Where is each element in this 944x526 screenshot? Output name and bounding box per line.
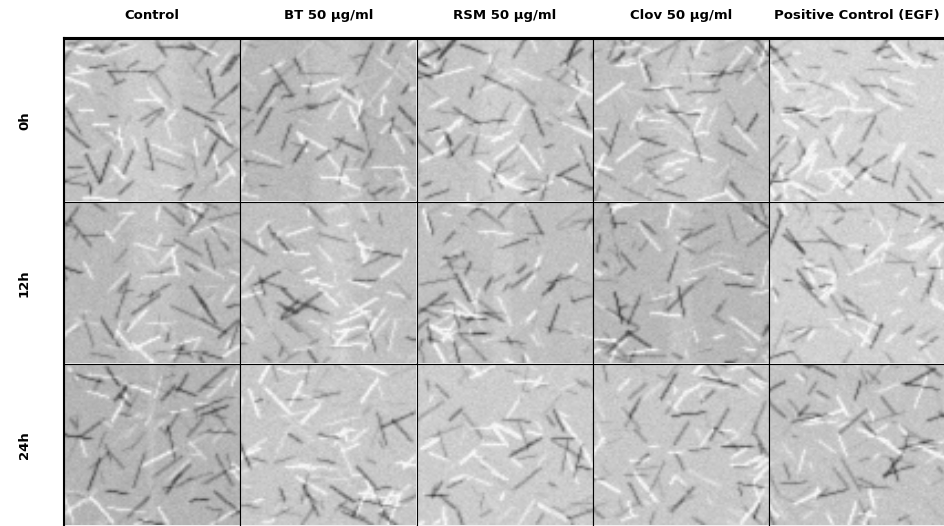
Text: 592 μm: 592 μm bbox=[480, 115, 520, 125]
Text: o: o bbox=[774, 368, 783, 381]
Text: 730 μm: 730 μm bbox=[106, 98, 145, 108]
Text: h: h bbox=[422, 206, 430, 219]
Text: k: k bbox=[70, 368, 78, 381]
Text: 335 μm: 335 μm bbox=[655, 274, 695, 284]
Text: 409 μm: 409 μm bbox=[863, 256, 902, 266]
Text: a: a bbox=[70, 44, 78, 57]
Text: 421 μm: 421 μm bbox=[305, 309, 345, 319]
Text: 0h: 0h bbox=[18, 111, 31, 130]
Text: e: e bbox=[774, 44, 783, 57]
Text: j: j bbox=[774, 206, 778, 219]
Text: m: m bbox=[422, 368, 435, 381]
Text: RSM 50 μg/ml: RSM 50 μg/ml bbox=[452, 9, 556, 22]
Text: 615 μm: 615 μm bbox=[312, 147, 351, 157]
Text: 128 μm: 128 μm bbox=[111, 410, 151, 420]
Text: 620 μm: 620 μm bbox=[853, 115, 893, 125]
Text: Control: Control bbox=[125, 9, 179, 22]
Text: b: b bbox=[245, 44, 255, 57]
Text: 47 μm: 47 μm bbox=[839, 426, 872, 436]
Text: BT 50 μg/ml: BT 50 μg/ml bbox=[283, 9, 373, 22]
Text: 284 μm: 284 μm bbox=[474, 274, 514, 284]
Text: i: i bbox=[598, 206, 602, 219]
Text: c: c bbox=[422, 44, 430, 57]
Text: g: g bbox=[245, 206, 255, 219]
Text: Positive Control (EGF): Positive Control (EGF) bbox=[773, 9, 938, 22]
Text: d: d bbox=[598, 44, 607, 57]
Text: l: l bbox=[245, 368, 250, 381]
Text: n: n bbox=[598, 368, 607, 381]
Text: 12h: 12h bbox=[18, 269, 31, 297]
Text: 570μm: 570μm bbox=[95, 260, 132, 270]
Text: 710 μm: 710 μm bbox=[653, 131, 693, 141]
Text: Clov 50 μg/ml: Clov 50 μg/ml bbox=[629, 9, 732, 22]
Text: f: f bbox=[70, 206, 76, 219]
Text: 24h: 24h bbox=[18, 431, 31, 459]
